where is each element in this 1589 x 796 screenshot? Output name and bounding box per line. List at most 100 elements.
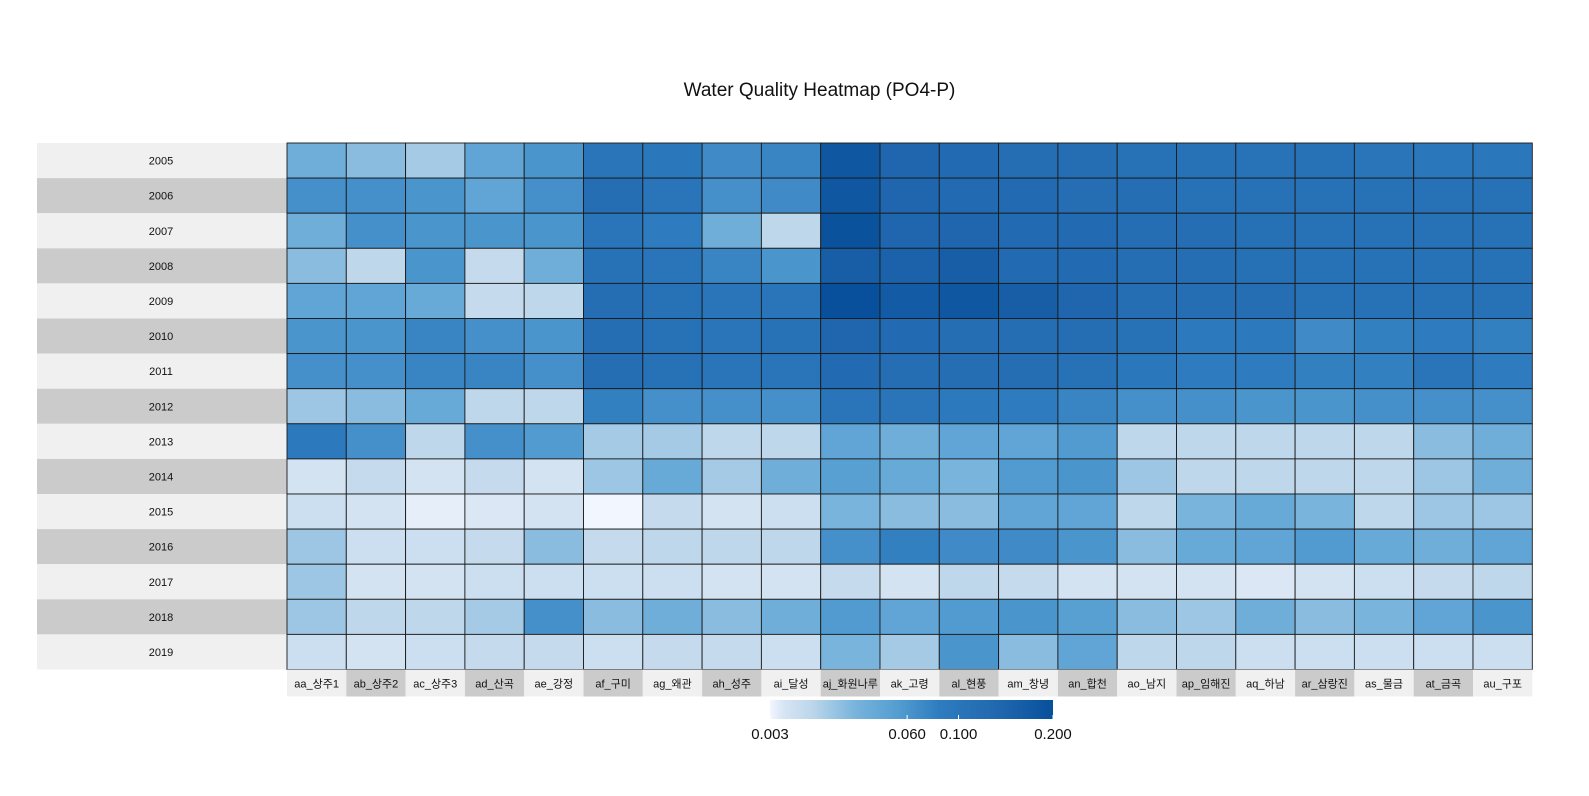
row-label-band	[37, 423, 287, 459]
heatmap-cell	[286, 388, 347, 425]
heatmap-cell	[1116, 318, 1177, 355]
column-label: al_현풍	[951, 678, 986, 691]
heatmap-cell	[642, 563, 703, 600]
column-label: aj_화원나루	[823, 678, 878, 691]
row-label-band	[37, 283, 287, 319]
row-label-band	[37, 458, 287, 494]
heatmap-cell	[879, 458, 940, 495]
row-label: 2005	[149, 156, 173, 168]
heatmap-cell	[1235, 212, 1296, 249]
heatmap-cell	[1116, 528, 1177, 565]
heatmap-cell	[1472, 318, 1533, 355]
heatmap-cell	[1353, 633, 1415, 670]
heatmap-cell	[1472, 563, 1533, 600]
heatmap-cell	[1057, 247, 1118, 284]
heatmap-cell	[1353, 318, 1415, 355]
column-label: aq_하남	[1246, 677, 1285, 691]
heatmap-cell	[998, 318, 1059, 355]
heatmap-cell	[1235, 353, 1296, 390]
heatmap-cell	[642, 212, 703, 249]
heatmap-cell	[1472, 142, 1533, 179]
heatmap-cell	[760, 212, 822, 249]
heatmap-cell	[1294, 142, 1355, 179]
row-label-band	[37, 529, 287, 565]
column-label-band	[1413, 669, 1473, 697]
column-label: ak_고령	[891, 678, 929, 691]
heatmap-cell	[1057, 353, 1118, 390]
legend-tick-label: 0.060	[888, 726, 926, 743]
heatmap-cell	[1235, 633, 1296, 670]
heatmap-grid	[286, 142, 1533, 670]
heatmap-cell	[1235, 142, 1296, 179]
heatmap-cell	[1472, 458, 1533, 495]
column-label: ab_상주2	[354, 678, 399, 691]
row-label-band	[37, 599, 287, 635]
heatmap-cell	[642, 353, 703, 390]
heatmap-cell	[1294, 247, 1355, 284]
heatmap-cell	[583, 458, 644, 495]
heatmap-cell	[701, 282, 762, 319]
column-label-band	[939, 669, 999, 697]
heatmap-cell	[701, 212, 762, 249]
column-label-band	[1295, 669, 1355, 697]
heatmap-cell	[1116, 458, 1177, 495]
heatmap-cell	[1413, 528, 1474, 565]
heatmap-cell	[1472, 633, 1533, 670]
column-label-band	[761, 669, 821, 697]
heatmap-cell	[583, 598, 644, 635]
heatmap-cell	[345, 633, 407, 670]
heatmap-cell	[938, 388, 1000, 425]
heatmap-cell	[405, 458, 466, 495]
heatmap-cell	[1294, 318, 1355, 355]
heatmap-cell	[523, 563, 584, 600]
heatmap-cell	[1413, 247, 1474, 284]
column-label-band	[1057, 669, 1118, 697]
heatmap-cell	[938, 353, 1000, 390]
heatmap-cell	[938, 598, 1000, 635]
heatmap-cell	[701, 458, 762, 495]
heatmap-cell	[286, 598, 347, 635]
heatmap-cell	[1294, 528, 1355, 565]
column-label-band	[1473, 669, 1533, 697]
heatmap-cell	[701, 528, 762, 565]
heatmap-cell	[405, 318, 466, 355]
heatmap-cell	[701, 633, 762, 670]
heatmap-cell	[760, 247, 822, 284]
heatmap-cell	[1057, 388, 1118, 425]
heatmap-cell	[820, 528, 881, 565]
heatmap-cell	[464, 247, 525, 284]
heatmap-cell	[642, 282, 703, 319]
heatmap-cell	[1413, 177, 1474, 214]
heatmap-cell	[405, 353, 466, 390]
column-label: as_물금	[1365, 678, 1403, 691]
heatmap-cell	[523, 423, 584, 460]
heatmap-cell	[464, 493, 525, 530]
column-label: ai_달성	[774, 678, 809, 691]
heatmap-cell	[345, 458, 407, 495]
heatmap-cell	[1176, 633, 1237, 670]
column-label-panel: aa_상주1 ab_상주2 ac_상주3 ad_산곡 ae_강정 af_구미 ag_왜관 ah…	[287, 669, 1533, 697]
heatmap-cell	[1413, 388, 1474, 425]
heatmap-cell	[583, 353, 644, 390]
heatmap-cell	[820, 598, 881, 635]
heatmap-cell	[1057, 528, 1118, 565]
heatmap-cell	[642, 388, 703, 425]
heatmap-cell	[760, 633, 822, 670]
column-label: ah_성주	[712, 678, 751, 691]
heatmap-cell	[1176, 212, 1237, 249]
heatmap-cell	[286, 353, 347, 390]
heatmap-cell	[1413, 142, 1474, 179]
heatmap-cell	[1353, 598, 1415, 635]
heatmap-cell	[701, 493, 762, 530]
heatmap-cell	[938, 458, 1000, 495]
heatmap-cell	[1116, 142, 1177, 179]
heatmap-cell	[1116, 423, 1177, 460]
column-label: am_창녕	[1007, 678, 1049, 691]
heatmap-cell	[1176, 142, 1237, 179]
heatmap-cell	[701, 423, 762, 460]
row-label: 2016	[149, 542, 173, 554]
heatmap-cell	[1353, 493, 1415, 530]
column-label: at_금곡	[1426, 679, 1462, 691]
heatmap-cell	[286, 633, 347, 670]
heatmap-cell	[820, 388, 881, 425]
